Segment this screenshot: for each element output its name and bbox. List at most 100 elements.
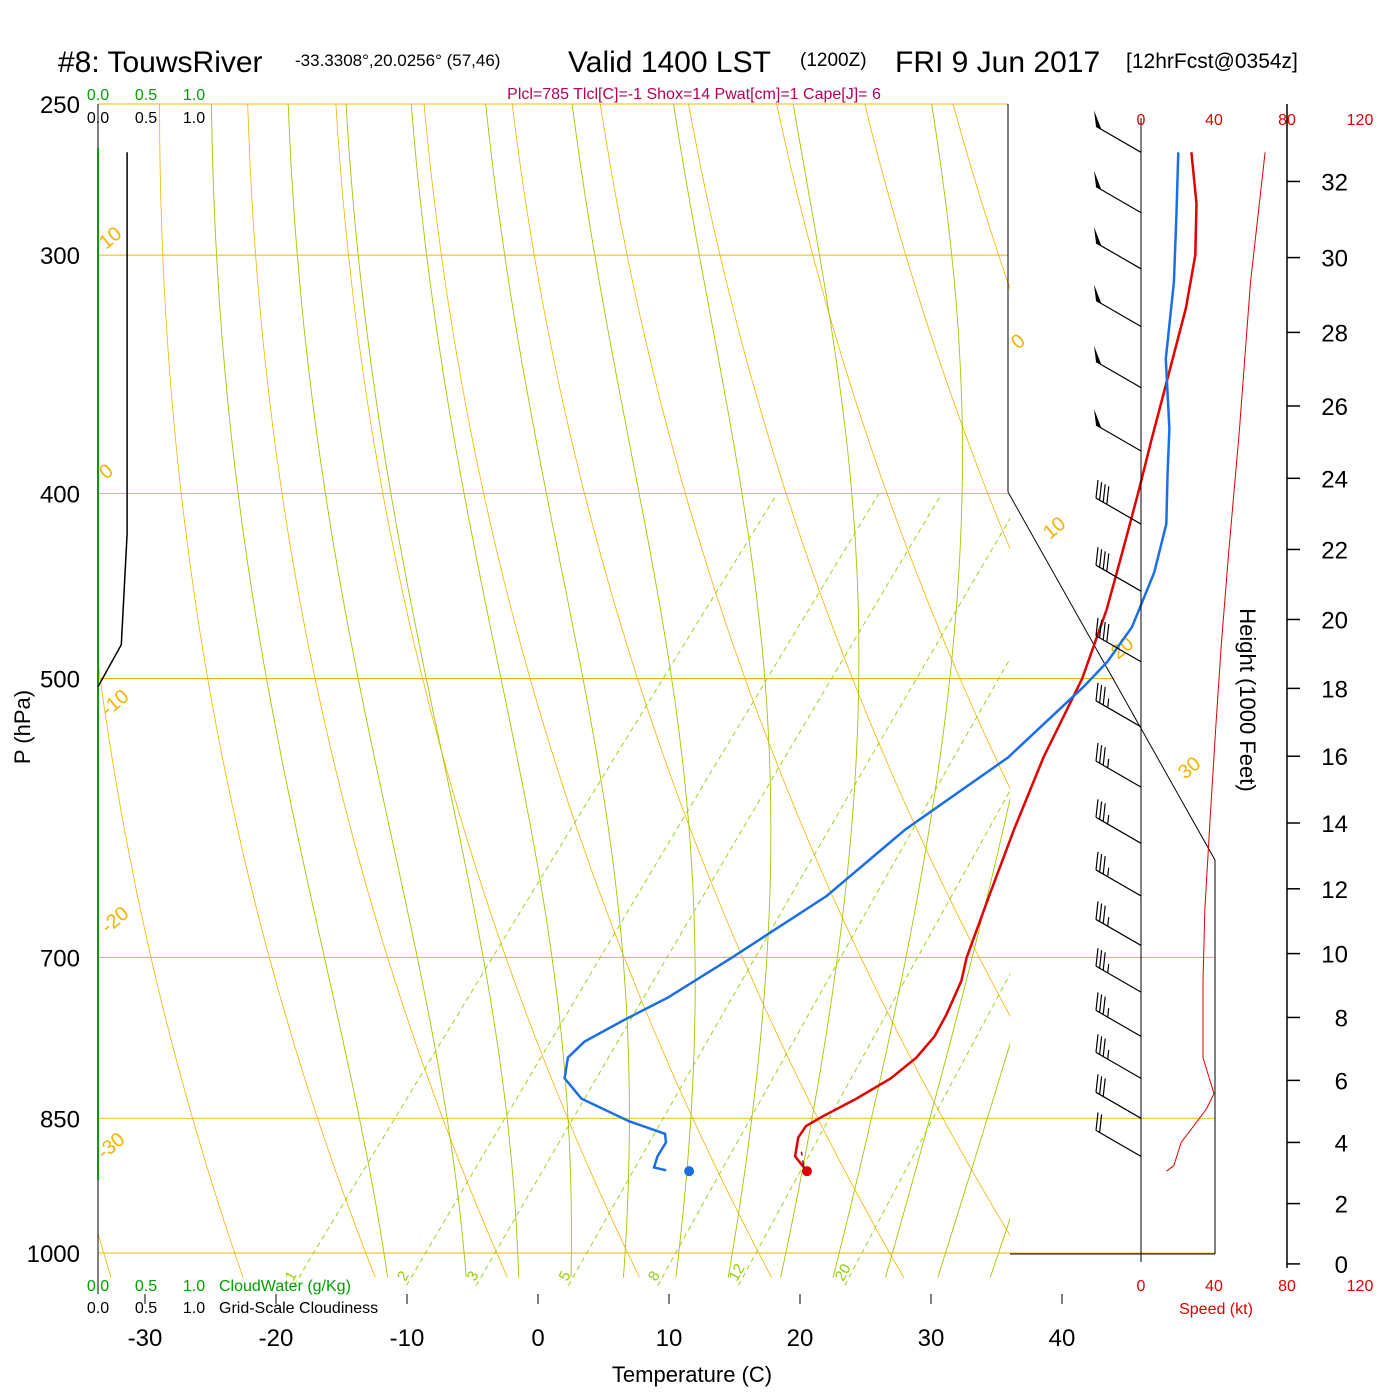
speed-bottom-tick: 120 xyxy=(1347,1278,1374,1295)
pressure-tick-label: 500 xyxy=(40,667,80,694)
wind-barbs xyxy=(1094,110,1142,1157)
dry-adiabat-label: 10 xyxy=(95,223,126,254)
cloudwater-top-tick: 0.5 xyxy=(135,87,157,104)
cloudwater-top-tick: 0.0 xyxy=(87,87,109,104)
height-tick-label: 28 xyxy=(1321,320,1348,347)
moist-adiabat xyxy=(884,797,1010,1278)
dry-adiabat-label: 0 xyxy=(1007,330,1030,354)
speed-axis-label: Speed (kt) xyxy=(1179,1301,1253,1318)
wind-barb xyxy=(1094,110,1142,153)
wind-barb xyxy=(1094,226,1142,270)
wind-barb xyxy=(1095,743,1142,788)
dry-adiabat xyxy=(1306,104,1400,1278)
cloudwater-bottom-tick: 1.0 xyxy=(183,1278,205,1295)
wind-barb xyxy=(1094,345,1142,389)
wind-barb xyxy=(1095,948,1142,993)
mixing-ratio-line xyxy=(475,493,943,1286)
surface-temperature-marker xyxy=(801,1166,812,1177)
height-axis-title: Height (1000 Feet) xyxy=(1235,608,1260,791)
height-tick-label: 32 xyxy=(1321,169,1348,196)
cloudiness-top-tick: 0.0 xyxy=(87,110,109,127)
height-tick-label: 16 xyxy=(1321,744,1348,771)
height-tick-label: 14 xyxy=(1321,811,1348,838)
pressure-tick-label: 300 xyxy=(40,243,80,270)
moist-adiabat xyxy=(832,104,963,1278)
moist-adiabat xyxy=(287,104,467,1278)
temp-tick-label: 20 xyxy=(787,1325,814,1352)
dry-adiabat-label: -10 xyxy=(97,685,133,720)
tropopause-line xyxy=(1007,491,1216,861)
dry-adiabat xyxy=(511,104,905,1278)
moist-adiabat xyxy=(989,1217,1010,1278)
cloudiness-bottom-tick: 0.0 xyxy=(87,1300,109,1317)
mixing-ratio-line xyxy=(844,973,1010,1286)
height-tick-label: 0 xyxy=(1335,1252,1348,1279)
temp-tick-label: 0 xyxy=(531,1325,544,1352)
moist-adiabat xyxy=(345,104,520,1278)
mixing-ratio-label: 8 xyxy=(645,1268,664,1284)
pressure-tick-label: 850 xyxy=(40,1106,80,1133)
adiabat-lines xyxy=(98,104,1400,1286)
cloudwater-label: CloudWater (g/Kg) xyxy=(219,1278,351,1295)
dry-adiabat xyxy=(776,104,1010,790)
x-axis-title: Temperature (C) xyxy=(612,1362,772,1387)
height-tick-label: 18 xyxy=(1321,676,1348,703)
pressure-axis: 250 300 400 500 700 850 1000 xyxy=(27,92,80,1268)
height-tick-label: 6 xyxy=(1335,1068,1348,1095)
valid-date: FRI 9 Jun 2017 xyxy=(895,46,1100,79)
pressure-tick-label: 250 xyxy=(40,92,80,119)
pressure-tick-label: 1000 xyxy=(27,1241,80,1268)
cloudwater-bottom-tick: 0.5 xyxy=(135,1278,157,1295)
wind-speed-line xyxy=(1166,152,1266,1172)
mixing-ratio-label: 20 xyxy=(832,1261,855,1284)
dry-adiabat xyxy=(599,104,1010,1237)
pressure-tick-label: 400 xyxy=(40,482,80,509)
temp-tick-label: -10 xyxy=(390,1325,425,1352)
dewpoint-line xyxy=(563,152,1180,1172)
dry-adiabat xyxy=(1129,104,1400,1278)
height-tick-label: 10 xyxy=(1321,942,1348,969)
station-coords: -33.3308°,20.0256° (57,46) xyxy=(295,51,500,70)
speed-top-tick: 40 xyxy=(1205,112,1223,129)
dry-adiabat xyxy=(864,104,1010,550)
speed-top-tick: 0 xyxy=(1137,112,1146,129)
cloudiness-bottom-tick: 0.5 xyxy=(135,1300,157,1317)
speed-bottom-tick: 0 xyxy=(1137,1278,1146,1295)
cloudiness-bottom-tick: 1.0 xyxy=(183,1300,205,1317)
station-title: #8: TouwsRiver xyxy=(58,46,263,79)
wind-barb xyxy=(1094,284,1142,328)
mixing-ratio-line xyxy=(406,493,880,1286)
height-tick-label: 22 xyxy=(1321,537,1348,564)
mixing-ratio-line xyxy=(568,517,1010,1286)
wind-barb xyxy=(1095,1074,1142,1119)
dry-adiabat-label: 20 xyxy=(1107,633,1138,664)
wind-barb xyxy=(1095,547,1142,592)
dry-adiabat xyxy=(159,104,376,1278)
dry-adiabat-label: 10 xyxy=(1039,513,1070,544)
height-tick-label: 30 xyxy=(1321,246,1348,273)
speed-top-tick: 120 xyxy=(1347,112,1374,129)
dry-adiabat-label: -20 xyxy=(97,902,133,937)
wind-barb xyxy=(1095,682,1142,728)
mixing-ratio-label: 12 xyxy=(725,1261,748,1284)
mixing-ratio-line xyxy=(657,657,1010,1286)
parcel-path xyxy=(800,1151,805,1169)
temp-tick-label: 10 xyxy=(656,1325,683,1352)
height-tick-label: 8 xyxy=(1335,1005,1348,1032)
wind-barb xyxy=(1095,851,1142,897)
wind-barb xyxy=(1095,1034,1142,1079)
height-tick-label: 12 xyxy=(1321,877,1348,904)
moist-adiabat xyxy=(571,104,696,1278)
dry-adiabat xyxy=(98,658,244,1278)
mixing-ratio-label: 3 xyxy=(464,1268,483,1284)
y-axis-title: P (hPa) xyxy=(10,690,35,764)
dry-adiabat xyxy=(247,104,508,1278)
temp-tick-label: -30 xyxy=(128,1325,163,1352)
moist-adiabat xyxy=(673,104,772,1278)
cloudwater-bottom-tick: 0.0 xyxy=(87,1278,109,1295)
moist-adiabat xyxy=(410,104,572,1278)
wind-barb xyxy=(1095,901,1142,946)
